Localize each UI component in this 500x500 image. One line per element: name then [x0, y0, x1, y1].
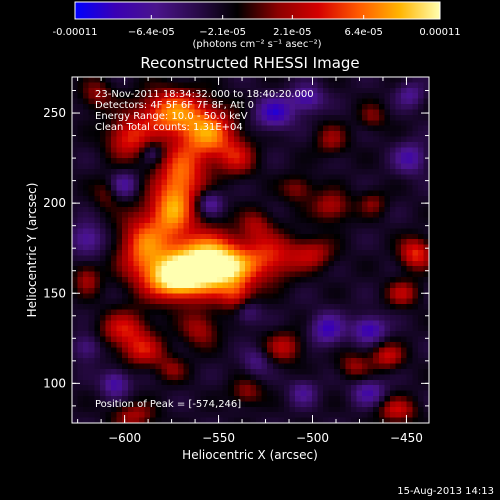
colorbar-gradient [74, 1, 441, 20]
plot-frame [71, 76, 430, 424]
x-axis-label: Heliocentric X (arcsec) [182, 448, 318, 462]
x-tick-label: −600 [108, 431, 141, 445]
colorbar-units: (photons cm⁻² s⁻¹ asec⁻²) [192, 39, 321, 50]
annotation-clean-counts: Clean Total counts: 1.31E+04 [95, 122, 243, 133]
image-area [72, 77, 429, 423]
timestamp: 15-Aug-2013 14:13 [397, 486, 494, 497]
x-tick-label: −550 [202, 431, 235, 445]
colorbar-ticks: -0.00011 −6.4e-05 −2.1e-05 2.1e-05 6.4e-05 0.… [53, 15, 461, 38]
y-tick-label: 200 [43, 196, 66, 210]
colorbar-tick-label: 0.00011 [419, 27, 460, 38]
y-axis-label: Heliocentric Y (arcsec) [25, 183, 39, 318]
colorbar-tick-label: −2.1e-05 [199, 27, 246, 38]
y-tick-label: 150 [43, 286, 66, 300]
x-tick-label: −500 [296, 431, 329, 445]
peak-position-label: Position of Peak = [-574,246] [95, 399, 241, 410]
annotation-detectors: Detectors: 4F 5F 6F 7F 8F, Att 0 [95, 100, 254, 111]
axis-ticks: −600 −550 −500 −450 100 150 200 250 [43, 77, 429, 445]
colorbar-tick-label: 6.4e-05 [344, 27, 382, 38]
colorbar-tick-label: −6.4e-05 [128, 27, 175, 38]
chart-title: Reconstructed RHESSI Image [140, 54, 359, 72]
annotation-block: 23-Nov-2011 18:34:32.000 to 18:40:20.000… [95, 89, 314, 410]
heatmap-image [72, 77, 429, 423]
colorbar-tick-label: 2.1e-05 [273, 27, 311, 38]
y-tick-label: 100 [43, 376, 66, 390]
annotation-time-range: 23-Nov-2011 18:34:32.000 to 18:40:20.000 [95, 89, 314, 100]
colorbar-tick-label: -0.00011 [53, 27, 98, 38]
colorbar: -0.00011 −6.4e-05 −2.1e-05 2.1e-05 6.4e-05 0.… [53, 1, 461, 50]
annotation-energy-range: Energy Range: 10.0 - 50.0 keV [95, 111, 248, 122]
x-tick-label: −450 [390, 431, 423, 445]
y-tick-label: 250 [43, 106, 66, 120]
